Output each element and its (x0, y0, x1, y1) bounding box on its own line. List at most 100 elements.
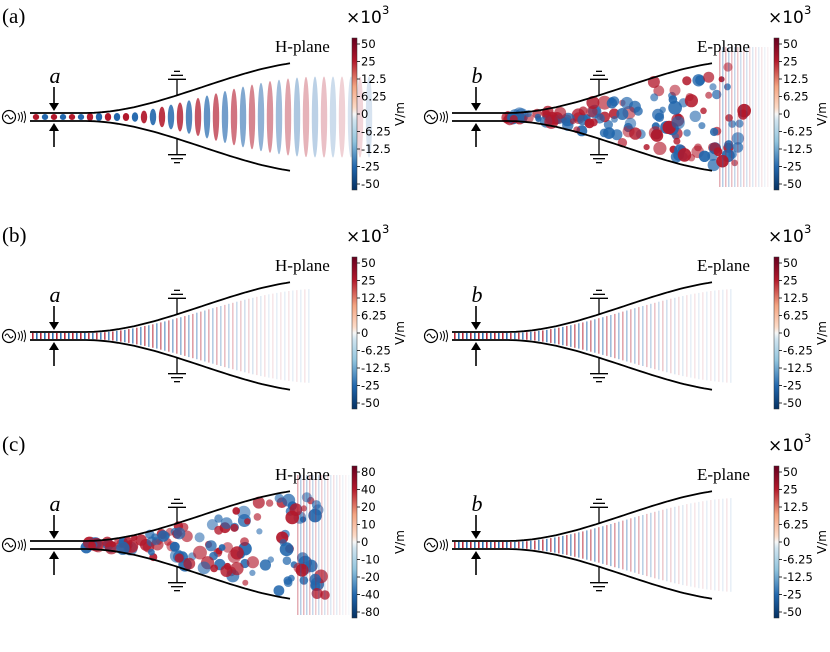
field-lobe (603, 127, 615, 139)
sine-icon (426, 542, 436, 548)
field-stripe (558, 536, 560, 554)
field-lobe (300, 505, 308, 512)
field-lobe (677, 148, 692, 162)
field-stripe (296, 290, 298, 382)
field-lobe (731, 159, 738, 167)
field-fringe (318, 475, 320, 615)
colorbar: 50 25 12.5 6.25 0 -6.25 -12.5 -25 -50 ×10 3 V/m (768, 3, 829, 191)
field-lobe (32, 114, 40, 120)
field-stripe (124, 329, 126, 343)
field-lobe (83, 536, 95, 549)
sine-icon (426, 333, 436, 339)
colorbar-tick-label: 50 (361, 256, 376, 270)
field-stripe (682, 505, 684, 586)
field-fringe (749, 47, 751, 187)
field-lobe (222, 542, 233, 553)
field-stripe (702, 292, 704, 380)
field-lobe (135, 534, 147, 546)
field-fringe (740, 47, 742, 187)
field-stripe (646, 304, 648, 368)
field-stripe (710, 500, 712, 590)
field-stripe (622, 520, 624, 570)
field-lobe (173, 527, 186, 540)
field-stripe (614, 313, 616, 359)
field-lobe (174, 553, 184, 563)
field-fringe (309, 475, 311, 615)
field-lobe (259, 559, 271, 571)
field-lobe (240, 537, 249, 546)
field-stripe (474, 333, 476, 339)
horn-lower-wall (452, 548, 713, 600)
field-stripe (152, 324, 154, 348)
wave-emission-icon (439, 540, 442, 550)
field-stripe (462, 542, 464, 548)
field-stripe (682, 296, 684, 377)
sine-icon (426, 114, 436, 120)
field-stripe (666, 508, 668, 582)
field-stripe (538, 330, 540, 342)
field-stripe (494, 333, 496, 339)
field-lobe (273, 585, 285, 596)
field-pattern (32, 76, 373, 158)
field-stripe (208, 309, 210, 363)
field-lobe (608, 97, 615, 104)
field-lobe (283, 576, 293, 585)
field-stripe (730, 289, 732, 383)
field-stripe (542, 539, 544, 551)
field-stripe (292, 290, 294, 382)
colorbar-tick-label: -25 (783, 588, 802, 602)
field-lobe (266, 81, 274, 153)
field-stripe (710, 291, 712, 381)
up-arrow-icon (471, 551, 481, 559)
field-stripe (220, 306, 222, 366)
field-fringe (743, 47, 745, 187)
field-stripe (646, 513, 648, 577)
field-fringe (312, 475, 314, 615)
colorbar-power: 3 (804, 222, 811, 236)
field-stripe (116, 330, 118, 342)
horn-upper-wall (452, 490, 713, 542)
field-stripe (530, 331, 532, 341)
wave-emission-icon (17, 112, 20, 122)
field-lobe (650, 93, 659, 102)
colorbar-tick-label: -12.5 (361, 142, 391, 156)
field-stripe (276, 292, 278, 380)
field-stripe (236, 301, 238, 371)
field-stripe (662, 509, 664, 581)
field-stripe (638, 307, 640, 365)
field-lobe (242, 579, 249, 586)
field-lobe (534, 113, 542, 120)
colorbar-tick-label: 40 (361, 483, 376, 497)
colorbar-tick-label: -80 (361, 605, 380, 619)
colorbar-unit: V/m (815, 321, 829, 345)
horn-upper-wall (30, 281, 291, 333)
field-stripe (602, 526, 604, 564)
field-stripe (562, 535, 564, 555)
colorbar-tick-label: -50 (783, 177, 802, 191)
field-stripe (498, 333, 500, 339)
field-stripe (602, 317, 604, 355)
field-stripe (566, 535, 568, 555)
field-lobe (59, 114, 67, 120)
colorbar-tick-label: 0 (783, 107, 790, 121)
field-lobe (724, 140, 734, 150)
field-stripe (108, 331, 110, 341)
colorbar-tick-label: 20 (361, 500, 376, 514)
field-stripe (582, 322, 584, 350)
field-stripe (252, 297, 254, 375)
colorbar-tick-label: -12.5 (783, 142, 813, 156)
field-stripe (48, 333, 50, 339)
colorbar-tick-label: 25 (783, 483, 798, 497)
field-stripe (698, 292, 700, 380)
field-lobe (183, 557, 196, 570)
field-stripe (570, 325, 572, 347)
field-stripe (188, 315, 190, 358)
wave-emission-icon (445, 329, 448, 343)
colorbar-tick-label: 6.25 (783, 518, 809, 532)
field-stripe (606, 316, 608, 356)
field-lobe (285, 510, 300, 525)
field-lobe (301, 492, 312, 503)
field-lobe (232, 507, 240, 515)
field-stripe (100, 332, 102, 340)
colorbar-tick-label: 6.25 (783, 309, 809, 323)
